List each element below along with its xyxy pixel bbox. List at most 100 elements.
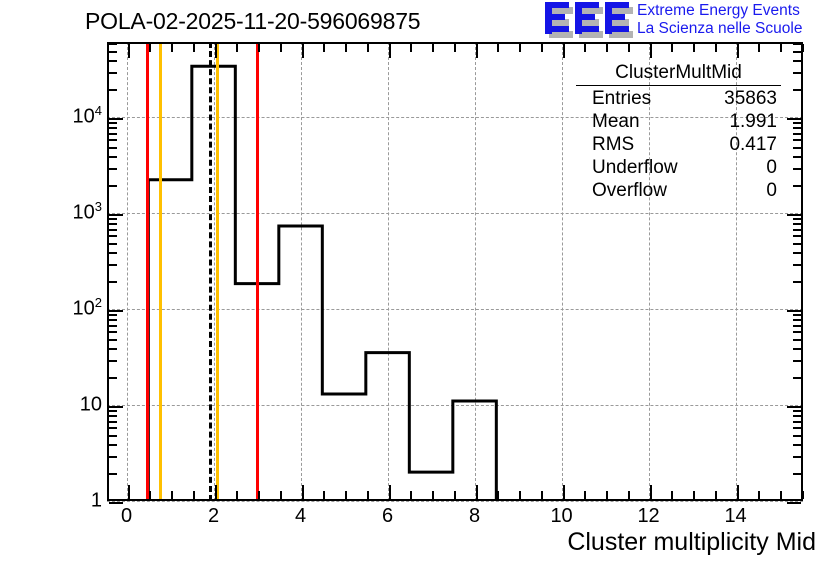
axis-tick xyxy=(109,338,117,341)
axis-tick xyxy=(109,410,117,413)
axis-tick xyxy=(793,410,801,413)
axis-tick xyxy=(109,122,117,125)
axis-tick xyxy=(432,491,435,499)
axis-tick xyxy=(109,319,117,322)
axis-tick xyxy=(793,71,801,74)
axis-tick xyxy=(109,167,117,170)
axis-tick xyxy=(793,314,801,317)
axis-tick xyxy=(801,491,804,499)
axis-tick xyxy=(109,252,117,255)
axis-tick xyxy=(793,324,801,327)
axis-tick xyxy=(606,44,609,52)
axis-tick xyxy=(793,132,801,135)
axis-tick xyxy=(323,44,326,52)
axis-tick xyxy=(714,44,717,52)
axis-tick xyxy=(171,44,174,52)
axis-tick xyxy=(109,456,117,459)
axis-tick xyxy=(109,184,117,187)
axis-tick xyxy=(258,491,261,499)
plot-frame xyxy=(107,42,804,504)
axis-tick xyxy=(410,44,413,52)
axis-tick xyxy=(109,132,117,135)
axis-tick xyxy=(109,213,123,216)
axis-tick xyxy=(345,491,348,499)
x-axis-tick-label: 4 xyxy=(295,505,307,527)
axis-tick xyxy=(793,420,801,423)
axis-tick xyxy=(793,184,801,187)
axis-tick xyxy=(258,44,261,52)
axis-tick xyxy=(736,485,739,499)
histogram-curve xyxy=(146,64,498,501)
axis-tick xyxy=(671,44,674,52)
axis-tick xyxy=(793,456,801,459)
y-axis-tick-label: 104 xyxy=(72,102,102,128)
axis-tick xyxy=(780,44,783,52)
axis-tick xyxy=(793,43,801,45)
marker-line-red-right xyxy=(255,42,259,501)
axis-tick xyxy=(793,331,801,334)
x-axis-labels: 0 2 4 6 8 10 12 14 xyxy=(107,505,803,533)
page-title: POLA-02-2025-11-20-596069875 xyxy=(85,8,421,34)
axis-tick xyxy=(149,44,152,52)
eee-letter-2 xyxy=(575,2,603,38)
axis-tick xyxy=(323,491,326,499)
axis-tick xyxy=(627,44,630,52)
axis-tick xyxy=(793,59,801,62)
axis-tick xyxy=(109,427,117,430)
stats-row: Overflow 0 xyxy=(576,179,781,202)
axis-tick xyxy=(793,252,801,255)
stats-title: ClusterMultMid xyxy=(576,62,781,86)
eee-letter-3 xyxy=(605,2,633,38)
axis-tick xyxy=(109,502,123,504)
axis-tick xyxy=(432,44,435,52)
axis-tick xyxy=(584,44,587,52)
axis-tick xyxy=(606,491,609,499)
axis-tick xyxy=(758,44,761,52)
axis-tick xyxy=(388,44,391,58)
axis-tick xyxy=(793,377,801,380)
axis-tick xyxy=(793,139,801,142)
axis-tick xyxy=(109,50,117,53)
axis-tick xyxy=(109,348,117,351)
stats-row: Underflow 0 xyxy=(576,156,781,179)
axis-tick xyxy=(475,485,478,499)
axis-tick xyxy=(787,309,801,312)
axis-tick xyxy=(793,434,801,437)
axis-tick xyxy=(388,485,391,499)
axis-tick xyxy=(109,264,117,267)
axis-tick xyxy=(192,491,195,499)
axis-tick xyxy=(793,242,801,245)
axis-tick xyxy=(149,491,152,499)
x-axis-tick-label: 8 xyxy=(469,505,481,527)
axis-tick xyxy=(562,485,565,499)
axis-tick xyxy=(109,309,123,312)
axis-tick xyxy=(109,117,123,120)
axis-tick xyxy=(109,235,117,238)
eee-logo: Extreme Energy Events La Scienza nelle S… xyxy=(545,1,835,41)
stats-row: Mean 1.991 xyxy=(576,110,781,133)
axis-tick xyxy=(171,491,174,499)
marker-line-red-left xyxy=(145,42,149,501)
axis-tick xyxy=(109,434,117,437)
marker-line-orange-right xyxy=(215,42,219,501)
axis-tick xyxy=(793,218,801,221)
stats-value: 35863 xyxy=(724,88,777,109)
axis-tick xyxy=(793,473,801,476)
axis-tick xyxy=(109,218,117,221)
axis-tick xyxy=(793,444,801,447)
axis-tick xyxy=(793,280,801,283)
axis-tick xyxy=(109,223,117,226)
axis-tick xyxy=(109,473,117,476)
axis-tick xyxy=(453,491,456,499)
axis-tick xyxy=(562,44,565,58)
axis-tick xyxy=(793,235,801,238)
axis-tick xyxy=(366,44,369,52)
axis-tick xyxy=(787,502,801,504)
axis-tick xyxy=(475,44,478,58)
axis-tick xyxy=(109,377,117,380)
axis-tick xyxy=(793,167,801,170)
axis-tick xyxy=(192,44,195,52)
axis-tick xyxy=(671,491,674,499)
axis-tick xyxy=(649,44,652,58)
